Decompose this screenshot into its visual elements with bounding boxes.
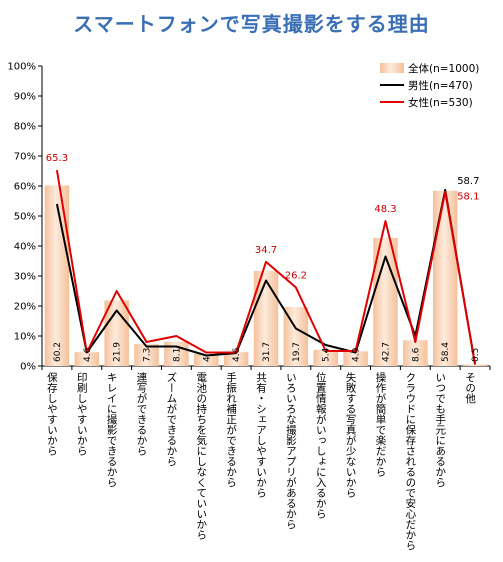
bar-value-label: 42.7 — [381, 342, 391, 362]
x-category-label: ズームができるから — [165, 372, 177, 467]
bar-value-label: 60.2 — [53, 342, 63, 362]
x-category-label: 印刷しやすいから — [76, 372, 88, 457]
bar-value-label: 31.7 — [262, 342, 272, 362]
x-category-label: その他 — [464, 372, 476, 404]
x-category-label: 位置情報がいっしょに入るから — [315, 371, 327, 520]
x-category-label: キレイに撮影できるから — [106, 372, 118, 488]
legend-label: 女性(n=530) — [408, 96, 473, 109]
data-label: 26.2 — [285, 270, 307, 281]
y-tick-label: 30% — [14, 272, 36, 283]
y-tick-label: 100% — [7, 62, 36, 73]
bar — [74, 352, 100, 366]
data-label: 58.7 — [457, 176, 479, 187]
bar-value-label: 58.4 — [441, 342, 451, 362]
x-category-label: クラウドに保存されるので安心だから — [404, 372, 416, 551]
y-tick-label: 0% — [20, 362, 36, 373]
series-line — [55, 169, 477, 365]
x-category-label: 連写ができるから — [136, 371, 148, 457]
x-category-label: 保存しやすいから — [46, 371, 58, 457]
bar — [194, 354, 219, 366]
bar — [403, 340, 428, 366]
y-tick-label: 70% — [14, 152, 36, 163]
x-category-label: 失敗する写真が少ないから — [345, 371, 357, 499]
bar-value-label: 19.7 — [292, 342, 302, 362]
chart-title: スマートフォンで写真撮影をする理由 — [73, 12, 430, 36]
y-tick-label: 80% — [14, 122, 36, 133]
bar-value-label: 0.5 — [471, 348, 481, 362]
data-label: 65.3 — [46, 153, 68, 164]
y-tick-label: 10% — [14, 332, 36, 343]
bar-value-label: 21.9 — [113, 342, 123, 362]
y-tick-label: 40% — [14, 242, 36, 253]
bar-value-label: 4.9 — [352, 347, 362, 362]
y-tick-label: 90% — [14, 92, 36, 103]
legend-label: 男性(n=470) — [408, 79, 473, 92]
bar-value-label: 5.4 — [322, 347, 332, 362]
data-label: 58.1 — [457, 192, 479, 203]
bar-value-label: 4.6 — [83, 347, 93, 362]
legend-swatch — [380, 63, 404, 73]
series-line — [55, 188, 477, 365]
x-category-label: 手振れ補正ができるから — [225, 371, 237, 488]
legend-label: 全体(n=1000) — [408, 62, 479, 75]
bar-value-label: 8.6 — [411, 347, 421, 362]
bar-value-label: 7.3 — [143, 348, 153, 362]
bar — [134, 344, 159, 366]
data-label: 48.3 — [374, 204, 396, 215]
y-tick-label: 60% — [14, 182, 36, 193]
bar-value-label: 4.6 — [232, 347, 242, 362]
x-category-label: 電池の持ちを気にしなくていいから — [195, 372, 207, 541]
x-category-label: 共有・シェアしやすいから — [255, 372, 267, 499]
x-category-label: 操作が簡単で楽だから — [374, 371, 386, 478]
data-label: 34.7 — [255, 245, 277, 256]
bar — [462, 364, 488, 366]
y-tick-label: 50% — [14, 212, 36, 223]
bar-value-label: 8.1 — [172, 348, 182, 362]
y-tick-label: 20% — [14, 302, 36, 313]
x-category-label: いろいろな撮影アプリがあるから — [285, 372, 297, 530]
bar — [44, 185, 70, 366]
bar — [432, 190, 458, 366]
bar — [223, 352, 249, 366]
bar — [343, 351, 368, 366]
x-category-label: いつでも手元にあるから — [434, 372, 446, 488]
bar-value-label: 4 — [202, 356, 212, 362]
bar — [313, 349, 338, 366]
